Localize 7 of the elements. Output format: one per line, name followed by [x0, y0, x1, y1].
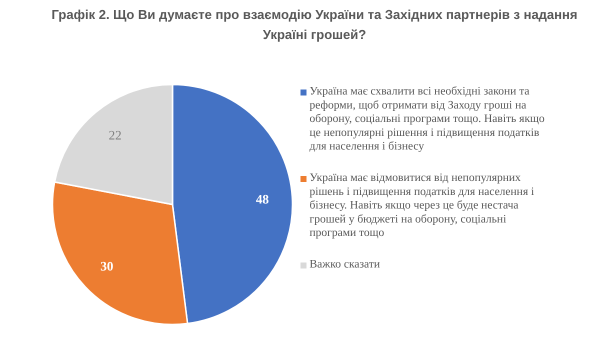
data-label: 48 [256, 191, 270, 206]
legend-label: Україна має відмовитися від непопулярних рішень і підвищення податків для населення і бізнесу. Навіть якщо через це буде нестача грошей у бюджеті на оборону, соціальні програми тощо [310, 172, 534, 240]
data-label: 22 [108, 128, 122, 143]
data-label: 30 [100, 258, 114, 274]
chart-title: Графік 2. Що Ви думаєте про взаємодію України та Західних партнерів з надання Україні грошей? [52, 7, 578, 42]
legend-label: Важко сказати [310, 258, 380, 270]
legend-label: Україна має схвалити всі необхідні закони та реформи, щоб отримати від Заходу гроші на оборону, соціальні програми тощо. Навіть якщо це непопулярні рішення і підвищення податків для населення і бізнесу [310, 86, 545, 153]
